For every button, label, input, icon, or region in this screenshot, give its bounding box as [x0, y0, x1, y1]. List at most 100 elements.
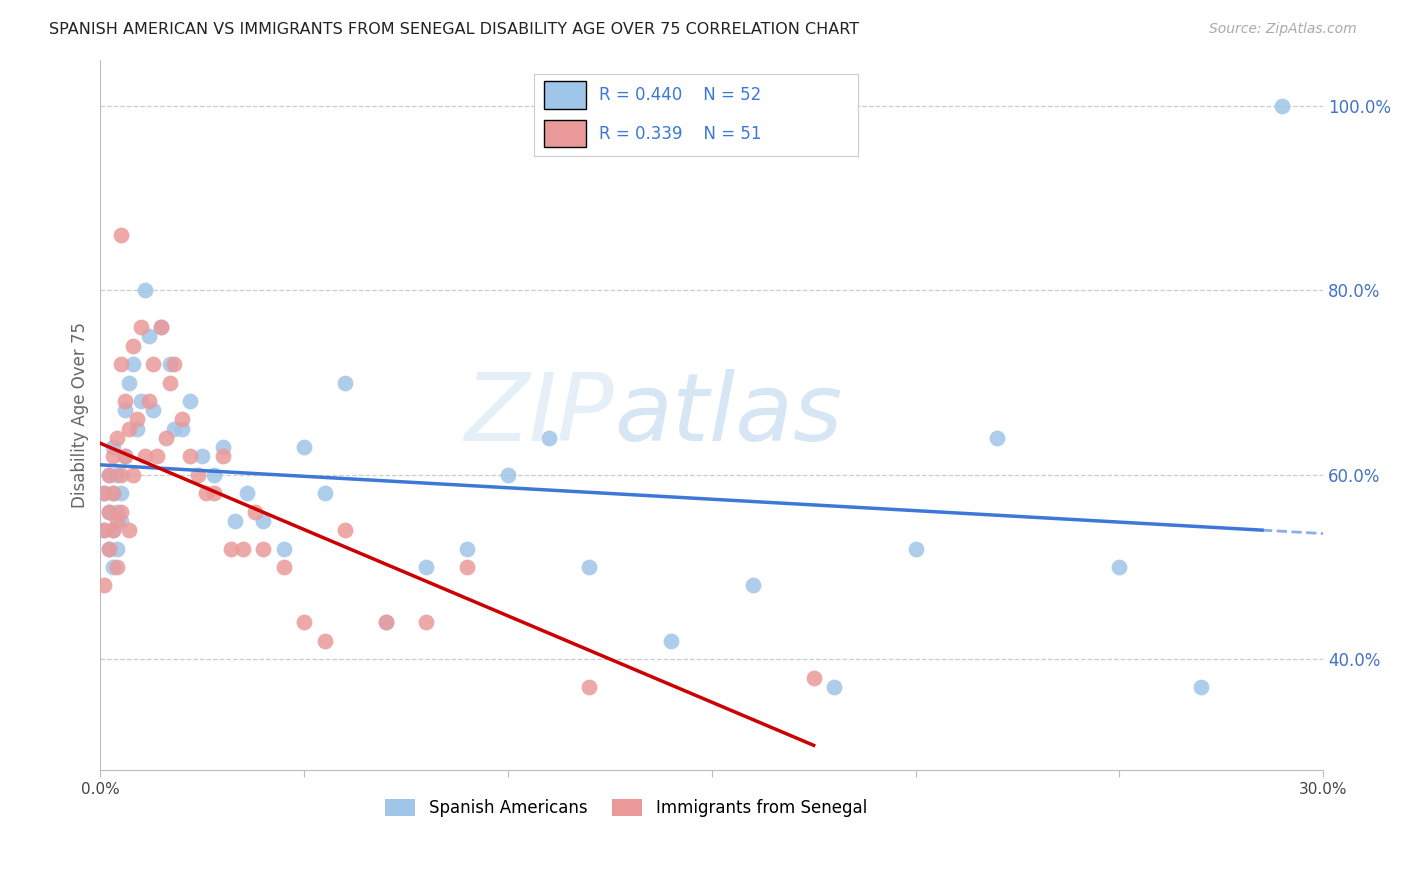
Point	[179, 450, 201, 464]
Point	[374, 615, 396, 630]
Point	[456, 560, 478, 574]
Point	[204, 486, 226, 500]
Point	[97, 505, 120, 519]
Point	[129, 394, 152, 409]
Point	[159, 376, 181, 390]
Point	[105, 431, 128, 445]
Point	[105, 505, 128, 519]
Point	[986, 431, 1008, 445]
Point	[155, 431, 177, 445]
Point	[537, 431, 560, 445]
Point	[142, 357, 165, 371]
Point	[122, 467, 145, 482]
Point	[97, 467, 120, 482]
Point	[105, 541, 128, 556]
Point	[101, 486, 124, 500]
Point	[110, 467, 132, 482]
Point	[273, 560, 295, 574]
Point	[93, 523, 115, 537]
Point	[211, 440, 233, 454]
Legend: Spanish Americans, Immigrants from Senegal: Spanish Americans, Immigrants from Seneg…	[377, 791, 876, 826]
Point	[97, 541, 120, 556]
Point	[292, 440, 315, 454]
Point	[219, 541, 242, 556]
Point	[114, 394, 136, 409]
Point	[245, 505, 267, 519]
Point	[122, 338, 145, 352]
Point	[101, 560, 124, 574]
Point	[252, 514, 274, 528]
Point	[578, 560, 600, 574]
Point	[163, 357, 186, 371]
Point	[170, 412, 193, 426]
Point	[1189, 680, 1212, 694]
Point	[803, 671, 825, 685]
Point	[142, 403, 165, 417]
Point	[114, 450, 136, 464]
Point	[101, 523, 124, 537]
Point	[163, 422, 186, 436]
Point	[110, 486, 132, 500]
Point	[146, 450, 169, 464]
Point	[138, 329, 160, 343]
Point	[741, 578, 763, 592]
Point	[93, 486, 115, 500]
Point	[232, 541, 254, 556]
Point	[191, 450, 214, 464]
Point	[333, 523, 356, 537]
Point	[125, 412, 148, 426]
Point	[187, 467, 209, 482]
Point	[415, 615, 437, 630]
Point	[159, 357, 181, 371]
Text: SPANISH AMERICAN VS IMMIGRANTS FROM SENEGAL DISABILITY AGE OVER 75 CORRELATION C: SPANISH AMERICAN VS IMMIGRANTS FROM SENE…	[49, 22, 859, 37]
Point	[110, 357, 132, 371]
Point	[195, 486, 218, 500]
Point	[114, 403, 136, 417]
Point	[114, 450, 136, 464]
Point	[105, 560, 128, 574]
Point	[134, 450, 156, 464]
Point	[179, 394, 201, 409]
Point	[252, 541, 274, 556]
Y-axis label: Disability Age Over 75: Disability Age Over 75	[72, 322, 89, 508]
Point	[101, 486, 124, 500]
Point	[93, 578, 115, 592]
Point	[138, 394, 160, 409]
Point	[105, 514, 128, 528]
Point	[150, 320, 173, 334]
Point	[134, 283, 156, 297]
Point	[97, 541, 120, 556]
Point	[659, 633, 682, 648]
Point	[823, 680, 845, 694]
Point	[93, 486, 115, 500]
Point	[97, 467, 120, 482]
Point	[292, 615, 315, 630]
Point	[101, 440, 124, 454]
Text: Source: ZipAtlas.com: Source: ZipAtlas.com	[1209, 22, 1357, 37]
Point	[456, 541, 478, 556]
Text: atlas: atlas	[614, 369, 842, 460]
Point	[170, 422, 193, 436]
Point	[415, 560, 437, 574]
Point	[110, 505, 132, 519]
Point	[273, 541, 295, 556]
Text: ZIP: ZIP	[464, 369, 614, 460]
Point	[110, 227, 132, 242]
Point	[118, 422, 141, 436]
Point	[374, 615, 396, 630]
Point	[93, 523, 115, 537]
Point	[118, 523, 141, 537]
Point	[211, 450, 233, 464]
Point	[118, 376, 141, 390]
Point	[1271, 99, 1294, 113]
Point	[101, 450, 124, 464]
Point	[129, 320, 152, 334]
Point	[1108, 560, 1130, 574]
Point	[333, 376, 356, 390]
Point	[496, 467, 519, 482]
Point	[97, 505, 120, 519]
Point	[314, 633, 336, 648]
Point	[578, 680, 600, 694]
Point	[904, 541, 927, 556]
Point	[224, 514, 246, 528]
